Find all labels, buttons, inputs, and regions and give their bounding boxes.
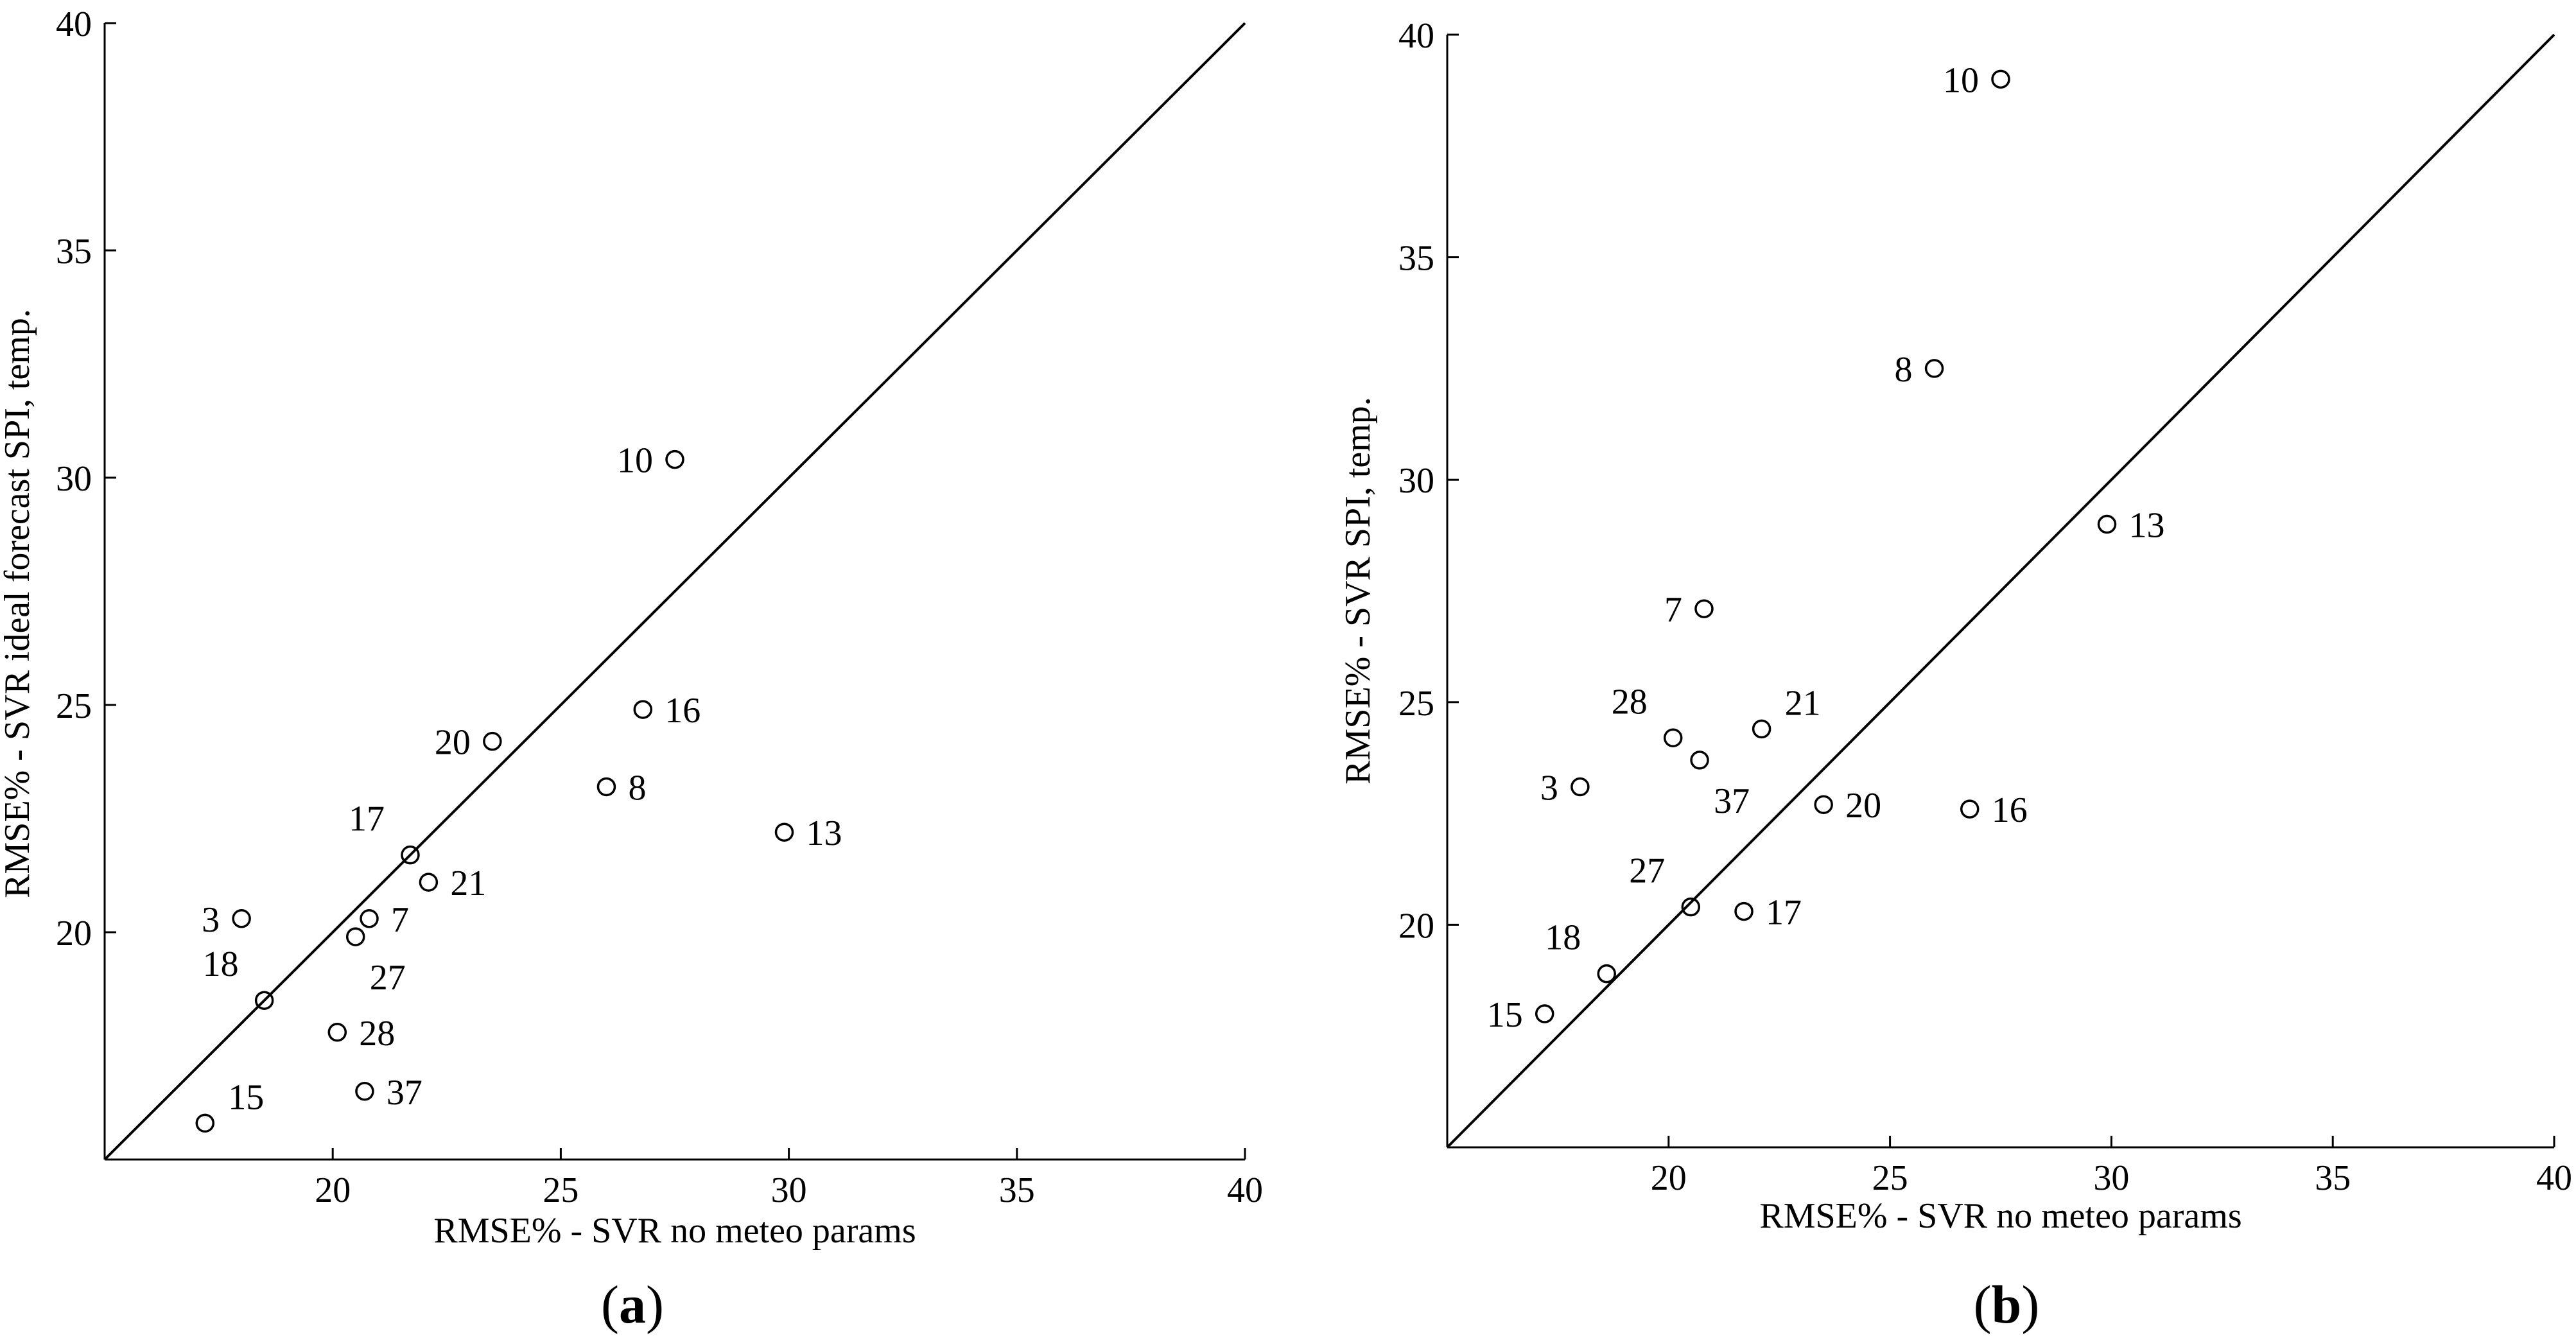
x-tick-label: 35 bbox=[2315, 1158, 2351, 1198]
data-point bbox=[1734, 901, 1754, 921]
y-tick-label: 25 bbox=[56, 686, 92, 726]
identity-line bbox=[1446, 33, 2555, 1149]
x-axis-label: RMSE% - SVR no meteo params bbox=[433, 1211, 916, 1251]
point-label: 27 bbox=[370, 958, 406, 998]
data-point bbox=[1694, 599, 1714, 618]
x-tick-label: 40 bbox=[2536, 1158, 2572, 1198]
y-tick-label: 30 bbox=[56, 459, 92, 499]
point-label: 27 bbox=[1629, 851, 1665, 891]
y-tick-label: 30 bbox=[1398, 461, 1434, 501]
data-point bbox=[1597, 964, 1617, 984]
data-point bbox=[1960, 799, 1980, 819]
y-tick-label: 40 bbox=[1398, 16, 1434, 56]
data-point bbox=[345, 927, 365, 946]
point-label: 15 bbox=[228, 1077, 264, 1117]
panel-label: (b) bbox=[1974, 1275, 2040, 1335]
point-label: 10 bbox=[617, 441, 653, 481]
point-label: 17 bbox=[1766, 893, 1802, 933]
point-label: 21 bbox=[1785, 683, 1821, 723]
data-point bbox=[360, 909, 379, 928]
data-point bbox=[419, 873, 439, 892]
panel-label: (a) bbox=[601, 1275, 664, 1335]
data-point bbox=[2097, 514, 2117, 534]
y-tick-label: 35 bbox=[1398, 239, 1434, 279]
point-label: 17 bbox=[349, 799, 385, 839]
identity-line bbox=[103, 22, 1246, 1161]
point-label: 7 bbox=[391, 900, 409, 940]
point-label: 16 bbox=[665, 691, 701, 731]
data-point bbox=[1924, 359, 1944, 378]
data-point bbox=[1690, 751, 1709, 770]
x-tick-label: 20 bbox=[315, 1170, 351, 1210]
point-label: 28 bbox=[1612, 682, 1648, 722]
y-axis-label: RMSE% - SVR ideal forecast SPI, temp. bbox=[0, 309, 37, 898]
x-tick-label: 40 bbox=[1227, 1170, 1263, 1210]
panel-b: 20 25 30 35 40202530354037810131516171820212… bbox=[1338, 16, 2572, 1335]
x-axis-label: RMSE% - SVR no meteo params bbox=[1759, 1196, 2241, 1236]
data-point bbox=[327, 1023, 347, 1042]
point-label: 28 bbox=[359, 1014, 395, 1054]
data-point bbox=[195, 1113, 215, 1133]
point-label: 18 bbox=[1545, 918, 1581, 958]
data-point bbox=[232, 909, 251, 928]
point-label: 37 bbox=[1714, 781, 1750, 821]
x-tick-label: 25 bbox=[1872, 1158, 1908, 1198]
point-label: 21 bbox=[450, 864, 486, 903]
x-tick-label: 35 bbox=[999, 1170, 1035, 1210]
data-point bbox=[1752, 719, 1771, 739]
data-point bbox=[633, 700, 653, 719]
point-label: 10 bbox=[1943, 60, 1979, 100]
point-label: 20 bbox=[435, 723, 471, 763]
point-label: 13 bbox=[806, 813, 842, 853]
point-label: 16 bbox=[1992, 790, 2028, 830]
x-tick-label: 30 bbox=[771, 1170, 807, 1210]
data-point bbox=[774, 822, 794, 842]
point-label: 8 bbox=[1895, 350, 1913, 390]
data-point bbox=[1663, 728, 1683, 748]
data-point bbox=[483, 731, 502, 751]
point-label: 15 bbox=[1487, 995, 1523, 1035]
x-tick-label: 20 bbox=[1651, 1158, 1687, 1198]
point-label: 8 bbox=[628, 768, 646, 808]
y-tick-label: 20 bbox=[56, 914, 92, 953]
data-point bbox=[596, 777, 616, 797]
data-point bbox=[1571, 777, 1590, 797]
point-label: 7 bbox=[1664, 590, 1682, 630]
y-tick-label: 25 bbox=[1398, 684, 1434, 724]
y-tick-label: 20 bbox=[1398, 906, 1434, 946]
y-axis-label: RMSE% - SVR SPI, temp. bbox=[1338, 397, 1378, 785]
point-label: 18 bbox=[203, 944, 239, 984]
y-tick-label: 35 bbox=[56, 232, 92, 272]
data-point bbox=[1681, 897, 1701, 917]
point-label: 37 bbox=[387, 1073, 422, 1113]
point-label: 20 bbox=[1845, 786, 1881, 826]
data-point bbox=[254, 991, 274, 1010]
data-point bbox=[665, 449, 684, 469]
data-point bbox=[401, 845, 420, 865]
point-label: 3 bbox=[202, 900, 220, 940]
data-point bbox=[1814, 795, 1833, 814]
data-point bbox=[1535, 1004, 1554, 1023]
data-point bbox=[1991, 69, 2010, 89]
y-tick-label: 40 bbox=[56, 4, 92, 44]
x-tick-label: 25 bbox=[543, 1170, 579, 1210]
point-label: 3 bbox=[1540, 769, 1558, 808]
point-label: 13 bbox=[2129, 506, 2165, 546]
data-point bbox=[355, 1082, 374, 1101]
x-tick-label: 30 bbox=[2093, 1158, 2129, 1198]
